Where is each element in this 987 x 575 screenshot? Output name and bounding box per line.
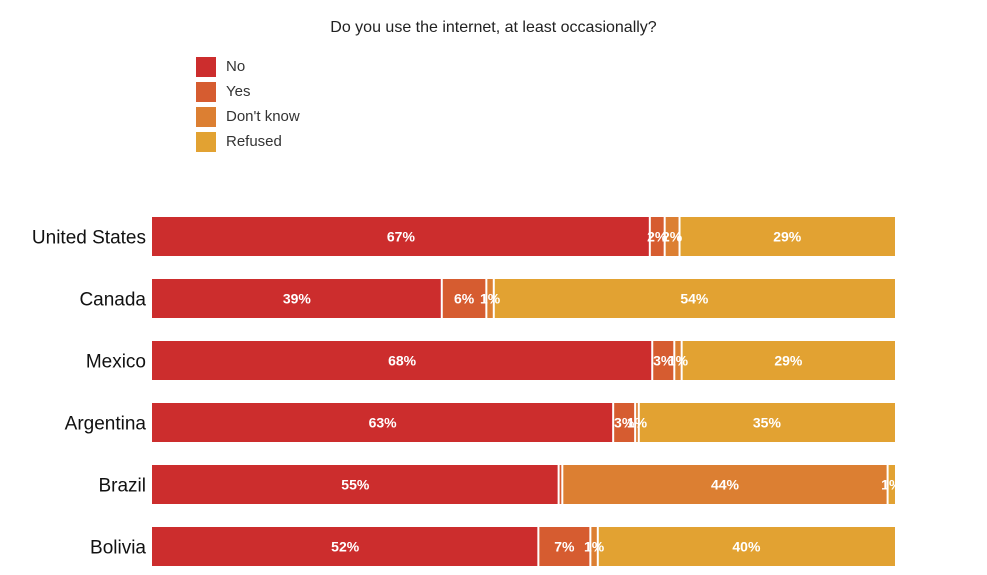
bar-segment — [613, 403, 636, 442]
legend-item-0: No — [196, 54, 300, 79]
data-label: 3% — [653, 353, 674, 369]
chart-title: Do you use the internet, at least occasi… — [330, 19, 657, 36]
category-label: Mexico — [86, 352, 146, 373]
legend-label: Don't know — [226, 108, 300, 125]
bar-segment — [152, 217, 650, 256]
data-label: 29% — [774, 353, 803, 369]
data-label: 1% — [480, 291, 501, 307]
data-label: 67% — [387, 229, 416, 245]
category-label: Bolivia — [90, 538, 146, 559]
legend-swatch — [196, 131, 216, 152]
data-label: 63% — [369, 415, 398, 431]
bar-segment — [664, 217, 680, 256]
bar-segment — [649, 217, 665, 256]
data-label: 7% — [554, 539, 575, 555]
bar-segment — [681, 341, 895, 380]
bar-segment — [590, 527, 598, 566]
data-label: 2% — [647, 229, 668, 245]
legend-item-3: Refused — [196, 129, 300, 154]
bar-segment — [638, 403, 895, 442]
category-label: United States — [32, 228, 146, 249]
bar-segment — [558, 465, 563, 504]
data-label: 1% — [668, 353, 689, 369]
data-label: 40% — [732, 539, 761, 555]
bar-segment — [152, 527, 539, 566]
legend-label: No — [226, 58, 246, 75]
data-label: 39% — [283, 291, 312, 307]
bar-segment — [152, 465, 559, 504]
bar-segment — [486, 279, 494, 318]
data-label: 54% — [680, 291, 709, 307]
category-label: Argentina — [65, 414, 147, 435]
bar-segment — [152, 341, 653, 380]
legend-item-1: Yes — [196, 79, 300, 104]
data-label: 1% — [584, 539, 605, 555]
data-label: 35% — [753, 415, 782, 431]
legend-swatch — [196, 56, 216, 77]
bar-segment — [635, 403, 639, 442]
bar-segment — [674, 341, 682, 380]
data-label: 29% — [773, 229, 802, 245]
legend-label: Refused — [226, 133, 282, 150]
bar-segment — [562, 465, 888, 504]
legend-swatch — [196, 106, 216, 127]
data-label: 1% — [627, 415, 648, 431]
bar-segment — [152, 403, 614, 442]
data-label: 44% — [711, 477, 740, 493]
data-label: 1% — [881, 477, 902, 493]
category-label: Canada — [79, 290, 146, 311]
data-label: 6% — [454, 291, 475, 307]
data-label: 2% — [662, 229, 683, 245]
legend-label: Yes — [226, 83, 251, 100]
bar-segment — [679, 217, 895, 256]
bar-segment — [652, 341, 675, 380]
bar-segment — [493, 279, 895, 318]
data-label: 55% — [341, 477, 370, 493]
legend: No Yes Don't know Refused — [196, 54, 300, 154]
legend-swatch — [196, 81, 216, 102]
bar-segment — [887, 465, 895, 504]
bar-segment — [441, 279, 487, 318]
bar-segment — [152, 279, 442, 318]
data-label: 52% — [331, 539, 360, 555]
bar-segment — [538, 527, 591, 566]
bar-segment — [597, 527, 895, 566]
legend-item-2: Don't know — [196, 104, 300, 129]
data-label: 3% — [614, 415, 635, 431]
data-label: 68% — [388, 353, 417, 369]
category-label: Brazil — [98, 476, 146, 497]
